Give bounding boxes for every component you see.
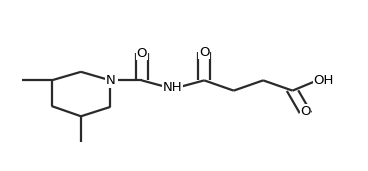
Text: NH: NH [163,81,183,94]
Text: N: N [106,74,115,87]
Text: O: O [199,46,209,59]
Text: O: O [300,105,311,118]
Text: OH: OH [314,74,334,87]
Text: O: O [137,47,147,60]
